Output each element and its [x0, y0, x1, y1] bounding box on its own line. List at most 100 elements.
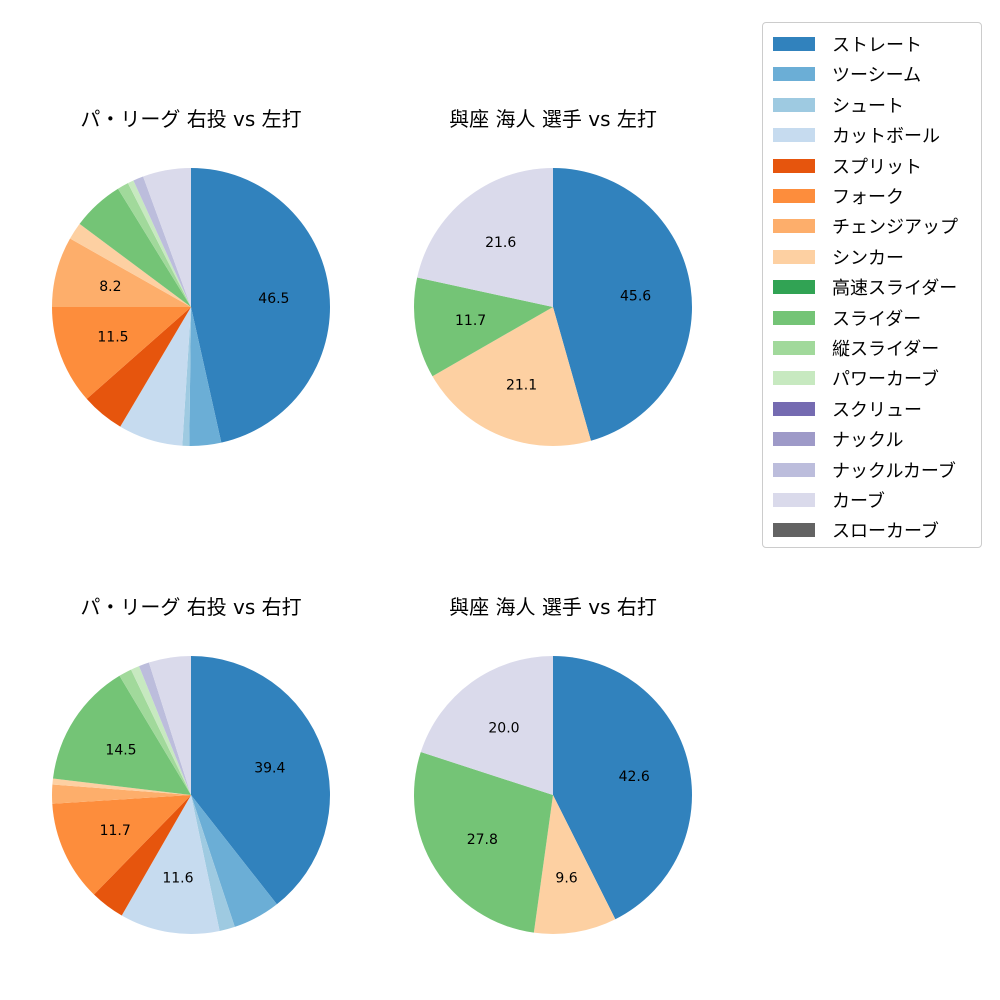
pie-slice [70, 223, 191, 307]
legend-label: パワーカーブ [832, 369, 939, 391]
slice-percentage-label: 11.5 [97, 329, 128, 345]
pie-slice [79, 188, 191, 307]
slice-percentage-label: 20.0 [488, 721, 519, 737]
legend-item: 高速スライダー [773, 276, 958, 300]
pie-slice [120, 307, 191, 446]
legend-swatch [773, 371, 815, 386]
legend-label: スプリット [832, 156, 922, 178]
legend-item: カーブ [773, 489, 885, 512]
legend-label: ツーシーム [832, 65, 922, 87]
pie-slice [139, 662, 191, 795]
legend-label: スクリュー [832, 399, 922, 421]
pie-slice [182, 307, 191, 446]
legend-item: ナックル [773, 428, 904, 452]
slice-percentage-label: 39.4 [254, 761, 285, 777]
pie-slice [191, 168, 331, 443]
chart-title: パ・リーグ 右投 vs 右打 [80, 595, 302, 619]
legend-label: 縦スライダー [832, 339, 940, 360]
legend-label: ナックル [832, 430, 904, 452]
slice-percentage-label: 45.6 [620, 289, 651, 305]
legend-item: ツーシーム [773, 63, 922, 87]
legend-swatch [773, 219, 815, 234]
legend-swatch [773, 401, 815, 416]
legend-swatch [773, 97, 815, 112]
slice-percentage-label: 11.7 [455, 313, 486, 329]
legend-swatch [773, 341, 815, 355]
legend-label: ストレート [832, 35, 922, 56]
chart-title: 與座 海人 選手 vs 右打 [449, 595, 657, 619]
legend-label: カットボール [832, 126, 940, 148]
legend-label: スローカーブ [832, 521, 939, 543]
pie-slice [191, 656, 330, 905]
pie-slice [553, 656, 692, 920]
slice-percentage-label: 21.6 [485, 235, 516, 251]
legend-swatch [773, 189, 815, 203]
legend-item: ストレート [773, 33, 922, 56]
pie-slice [417, 168, 553, 307]
pie-slice [189, 307, 222, 446]
legend-label: 高速スライダー [832, 278, 958, 300]
legend-label: チェンジアップ [832, 217, 958, 239]
pie-slice [119, 669, 191, 795]
legend-item: パワーカーブ [773, 367, 939, 391]
pie-slice [420, 656, 553, 795]
legend-label: カーブ [832, 491, 885, 512]
legend-item: カットボール [773, 124, 940, 148]
slice-percentage-label: 42.6 [619, 769, 650, 785]
legend-swatch [773, 523, 815, 538]
legend-label: シュート [832, 95, 904, 117]
legend-swatch [773, 249, 815, 264]
legend-swatch [773, 280, 815, 295]
legend-item: シュート [773, 94, 904, 117]
pie-slice [191, 795, 235, 932]
pie-slice [533, 795, 616, 934]
chart-title: 與座 海人 選手 vs 左打 [449, 107, 657, 131]
pie-slice [414, 277, 553, 377]
pie-slice [52, 795, 191, 895]
slice-percentage-label: 14.5 [105, 743, 136, 759]
slice-percentage-label: 9.6 [555, 870, 577, 886]
pie-slice [143, 168, 191, 307]
pie-slice [127, 180, 191, 307]
legend-item: スローカーブ [773, 519, 939, 543]
pie-slice [191, 795, 277, 927]
slice-percentage-label: 11.6 [162, 870, 193, 886]
pie-slice [52, 307, 191, 399]
pie-slice [52, 784, 192, 804]
pie-slice [133, 176, 191, 307]
legend-item: スライダー [773, 307, 922, 330]
legend-swatch [773, 37, 815, 51]
pie-slice [148, 656, 191, 795]
legend-swatch [773, 158, 815, 173]
legend-item: ナックルカーブ [773, 459, 956, 482]
legend-label: スライダー [832, 308, 922, 330]
legend-item: 縦スライダー [773, 337, 940, 360]
pie-slice [93, 795, 191, 916]
slice-percentage-label: 8.2 [99, 279, 121, 295]
legend-swatch [773, 128, 815, 143]
pie-slice [121, 795, 220, 935]
legend: ストレートツーシームシュートカットボール スプリットフォークチェンジアップ シンカー… [762, 22, 982, 548]
legend-label: ナックルカーブ [832, 460, 956, 482]
legend-item: スクリュー [773, 398, 922, 421]
slice-percentage-label: 11.7 [100, 823, 131, 839]
legend-swatch [773, 67, 815, 82]
legend-label: シンカー [832, 247, 904, 269]
pie-slice [86, 307, 191, 427]
legend-label: フォーク [832, 187, 904, 208]
pie-slice [52, 778, 191, 795]
legend-swatch [773, 310, 815, 325]
legend-swatch [773, 493, 815, 507]
legend-item: シンカー [773, 246, 904, 269]
legend-swatch [773, 462, 815, 477]
slice-percentage-label: 27.8 [467, 832, 498, 848]
slice-percentage-label: 21.1 [506, 377, 537, 393]
pie-slice [553, 168, 692, 441]
chart-title: パ・リーグ 右投 vs 左打 [80, 107, 302, 131]
legend-swatch [773, 432, 815, 447]
pie-slice [52, 238, 191, 307]
